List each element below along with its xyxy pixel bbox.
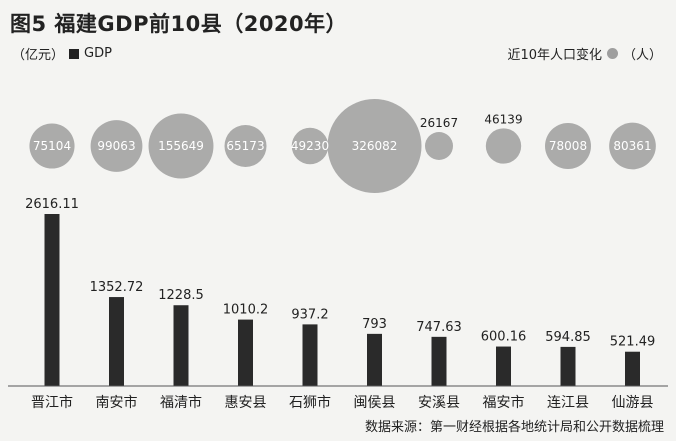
population-bubble [90, 120, 143, 172]
bubble-layer [29, 99, 656, 193]
population-bubble [609, 122, 656, 170]
population-bubble [545, 123, 591, 169]
population-bubble [29, 123, 75, 169]
gdp-value-label: 1228.5 [158, 288, 204, 303]
gdp-legend-label: GDP [84, 46, 112, 61]
population-value-label: 46139 [484, 112, 522, 126]
gdp-value-label: 747.63 [416, 320, 462, 335]
population-value-label: 155649 [158, 139, 204, 153]
pop-legend-unit: （人） [622, 48, 662, 63]
population-value-label: 78008 [549, 139, 587, 153]
category-label: 福安市 [483, 394, 525, 411]
population-value-label: 80361 [613, 139, 651, 153]
population-value-label: 99063 [97, 139, 135, 153]
gdp-value-label: 600.16 [481, 330, 527, 345]
category-label: 福清市 [160, 394, 202, 411]
gdp-bar [431, 336, 447, 386]
gdp-bar [560, 346, 576, 386]
gdp-bar [496, 346, 511, 386]
gdp-bar [302, 324, 318, 386]
pop-legend-swatch [606, 48, 618, 59]
gdp-bar [367, 333, 382, 386]
chart-title: 图5 福建GDP前10县（2020年） [10, 12, 348, 36]
category-label: 仙游县 [612, 395, 654, 411]
category-label: 闽侯县 [354, 395, 396, 411]
gdp-value-label: 594.85 [545, 330, 591, 345]
category-label: 连江县 [547, 395, 589, 411]
category-label: 南安市 [96, 394, 138, 411]
gdp-value-label: 1010.2 [223, 303, 269, 318]
population-value-label: 65173 [226, 139, 264, 153]
data-source: 数据来源：第一财经根据各地统计局和公开数据梳理 [364, 420, 664, 435]
category-label: 晋江市 [31, 394, 73, 411]
gdp-value-label: 2616.11 [25, 197, 79, 212]
population-bubble [291, 127, 329, 165]
bar-layer [44, 214, 640, 386]
population-bubble [327, 99, 422, 193]
population-bubble [425, 132, 453, 160]
gdp-bar [238, 319, 253, 386]
legend-population: 近10年人口变化 （人） [507, 44, 662, 63]
population-value-label: 326082 [352, 139, 398, 153]
legend-gdp: （亿元） GDP [12, 44, 112, 63]
population-value-label: 49230 [291, 139, 329, 153]
gdp-value-label: 937.2 [291, 307, 328, 322]
gdp-bar [109, 297, 124, 386]
gdp-value-label: 1352.72 [90, 280, 144, 295]
population-value-label: 75104 [33, 139, 71, 153]
category-label: 安溪县 [418, 395, 460, 411]
category-label: 惠安县 [225, 395, 267, 411]
gdp-legend-swatch [69, 48, 80, 59]
gdp-bar [173, 305, 189, 386]
gdp-bar [625, 351, 640, 386]
pop-legend-label: 近10年人口变化 [507, 48, 602, 63]
category-label: 石狮市 [289, 394, 331, 411]
population-value-label: 26167 [420, 116, 458, 130]
unit-label: （亿元） [12, 48, 65, 63]
population-bubble [224, 124, 267, 168]
gdp-bar [44, 214, 60, 386]
label-layer: 75104 99063 155649 65173 49230 326082 26167 461… [25, 112, 655, 411]
population-bubble [148, 113, 214, 179]
gdp-value-label: 793 [362, 317, 387, 332]
population-bubble [485, 128, 522, 164]
gdp-value-label: 521.49 [610, 335, 656, 350]
